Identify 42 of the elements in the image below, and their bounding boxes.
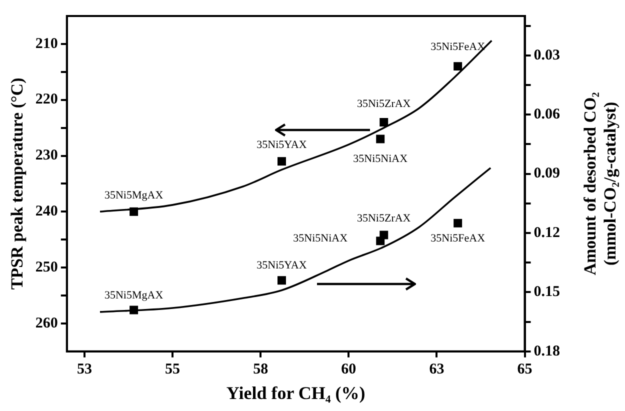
x-tick-label: 58 bbox=[253, 361, 268, 378]
annotation: 35Ni5NiAX bbox=[353, 152, 408, 165]
annotation: 35Ni5ZrAX bbox=[356, 212, 411, 224]
annotation: 35Ni5ZrAX bbox=[356, 98, 411, 110]
y2-tick-label: 0.18 bbox=[534, 343, 560, 360]
point bbox=[376, 134, 385, 144]
x-axis-title: Yield for CH₄ (%) bbox=[226, 382, 366, 403]
y2-tick-label: 0.03 bbox=[534, 47, 560, 64]
y-axis-title: TPSR peak temperature (°C) bbox=[8, 78, 27, 290]
x-tick-label: 53 bbox=[77, 361, 92, 378]
annotation: 35Ni5FeAX bbox=[430, 41, 486, 54]
y-tick-label: 240 bbox=[35, 204, 58, 220]
y-tick-label: 220 bbox=[35, 92, 58, 108]
point bbox=[454, 218, 462, 228]
point bbox=[277, 276, 286, 285]
y2-tick-label: 0.15 bbox=[534, 284, 560, 300]
y2-tick-label: 0.09 bbox=[534, 166, 560, 182]
y-tick-label: 250 bbox=[35, 259, 58, 276]
y-tick-label: 260 bbox=[35, 315, 58, 332]
y2-tick-label: 0.06 bbox=[534, 106, 560, 123]
point bbox=[380, 230, 388, 240]
y-tick-label: 210 bbox=[35, 36, 58, 52]
x-tick-label: 60 bbox=[341, 361, 356, 378]
line-series bbox=[99, 167, 492, 313]
point bbox=[454, 62, 462, 71]
annotation: 35Ni5MgAX bbox=[104, 289, 164, 302]
point bbox=[277, 157, 286, 166]
line-series bbox=[99, 40, 493, 213]
x-tick-label: 55 bbox=[165, 361, 180, 378]
annotation: 35Ni5NiAX bbox=[293, 232, 348, 244]
x-tick-label: 63 bbox=[429, 361, 444, 378]
y2-axis-title: Amount of desorbed CO₂ (mmol-CO₂/g-catalyst) bbox=[580, 92, 620, 276]
point bbox=[130, 207, 138, 216]
x-tick-label: 65 bbox=[517, 361, 532, 378]
annotation: 35Ni5YAX bbox=[256, 139, 307, 152]
y-tick-label: 230 bbox=[35, 148, 58, 164]
point bbox=[130, 306, 138, 314]
annotation: 35Ni5YAX bbox=[256, 259, 307, 272]
y2-tick-label: 0.12 bbox=[534, 224, 560, 241]
annotation: 35Ni5FeAX bbox=[430, 232, 486, 245]
point bbox=[380, 118, 388, 126]
annotation: 35Ni5MgAX bbox=[104, 190, 164, 202]
